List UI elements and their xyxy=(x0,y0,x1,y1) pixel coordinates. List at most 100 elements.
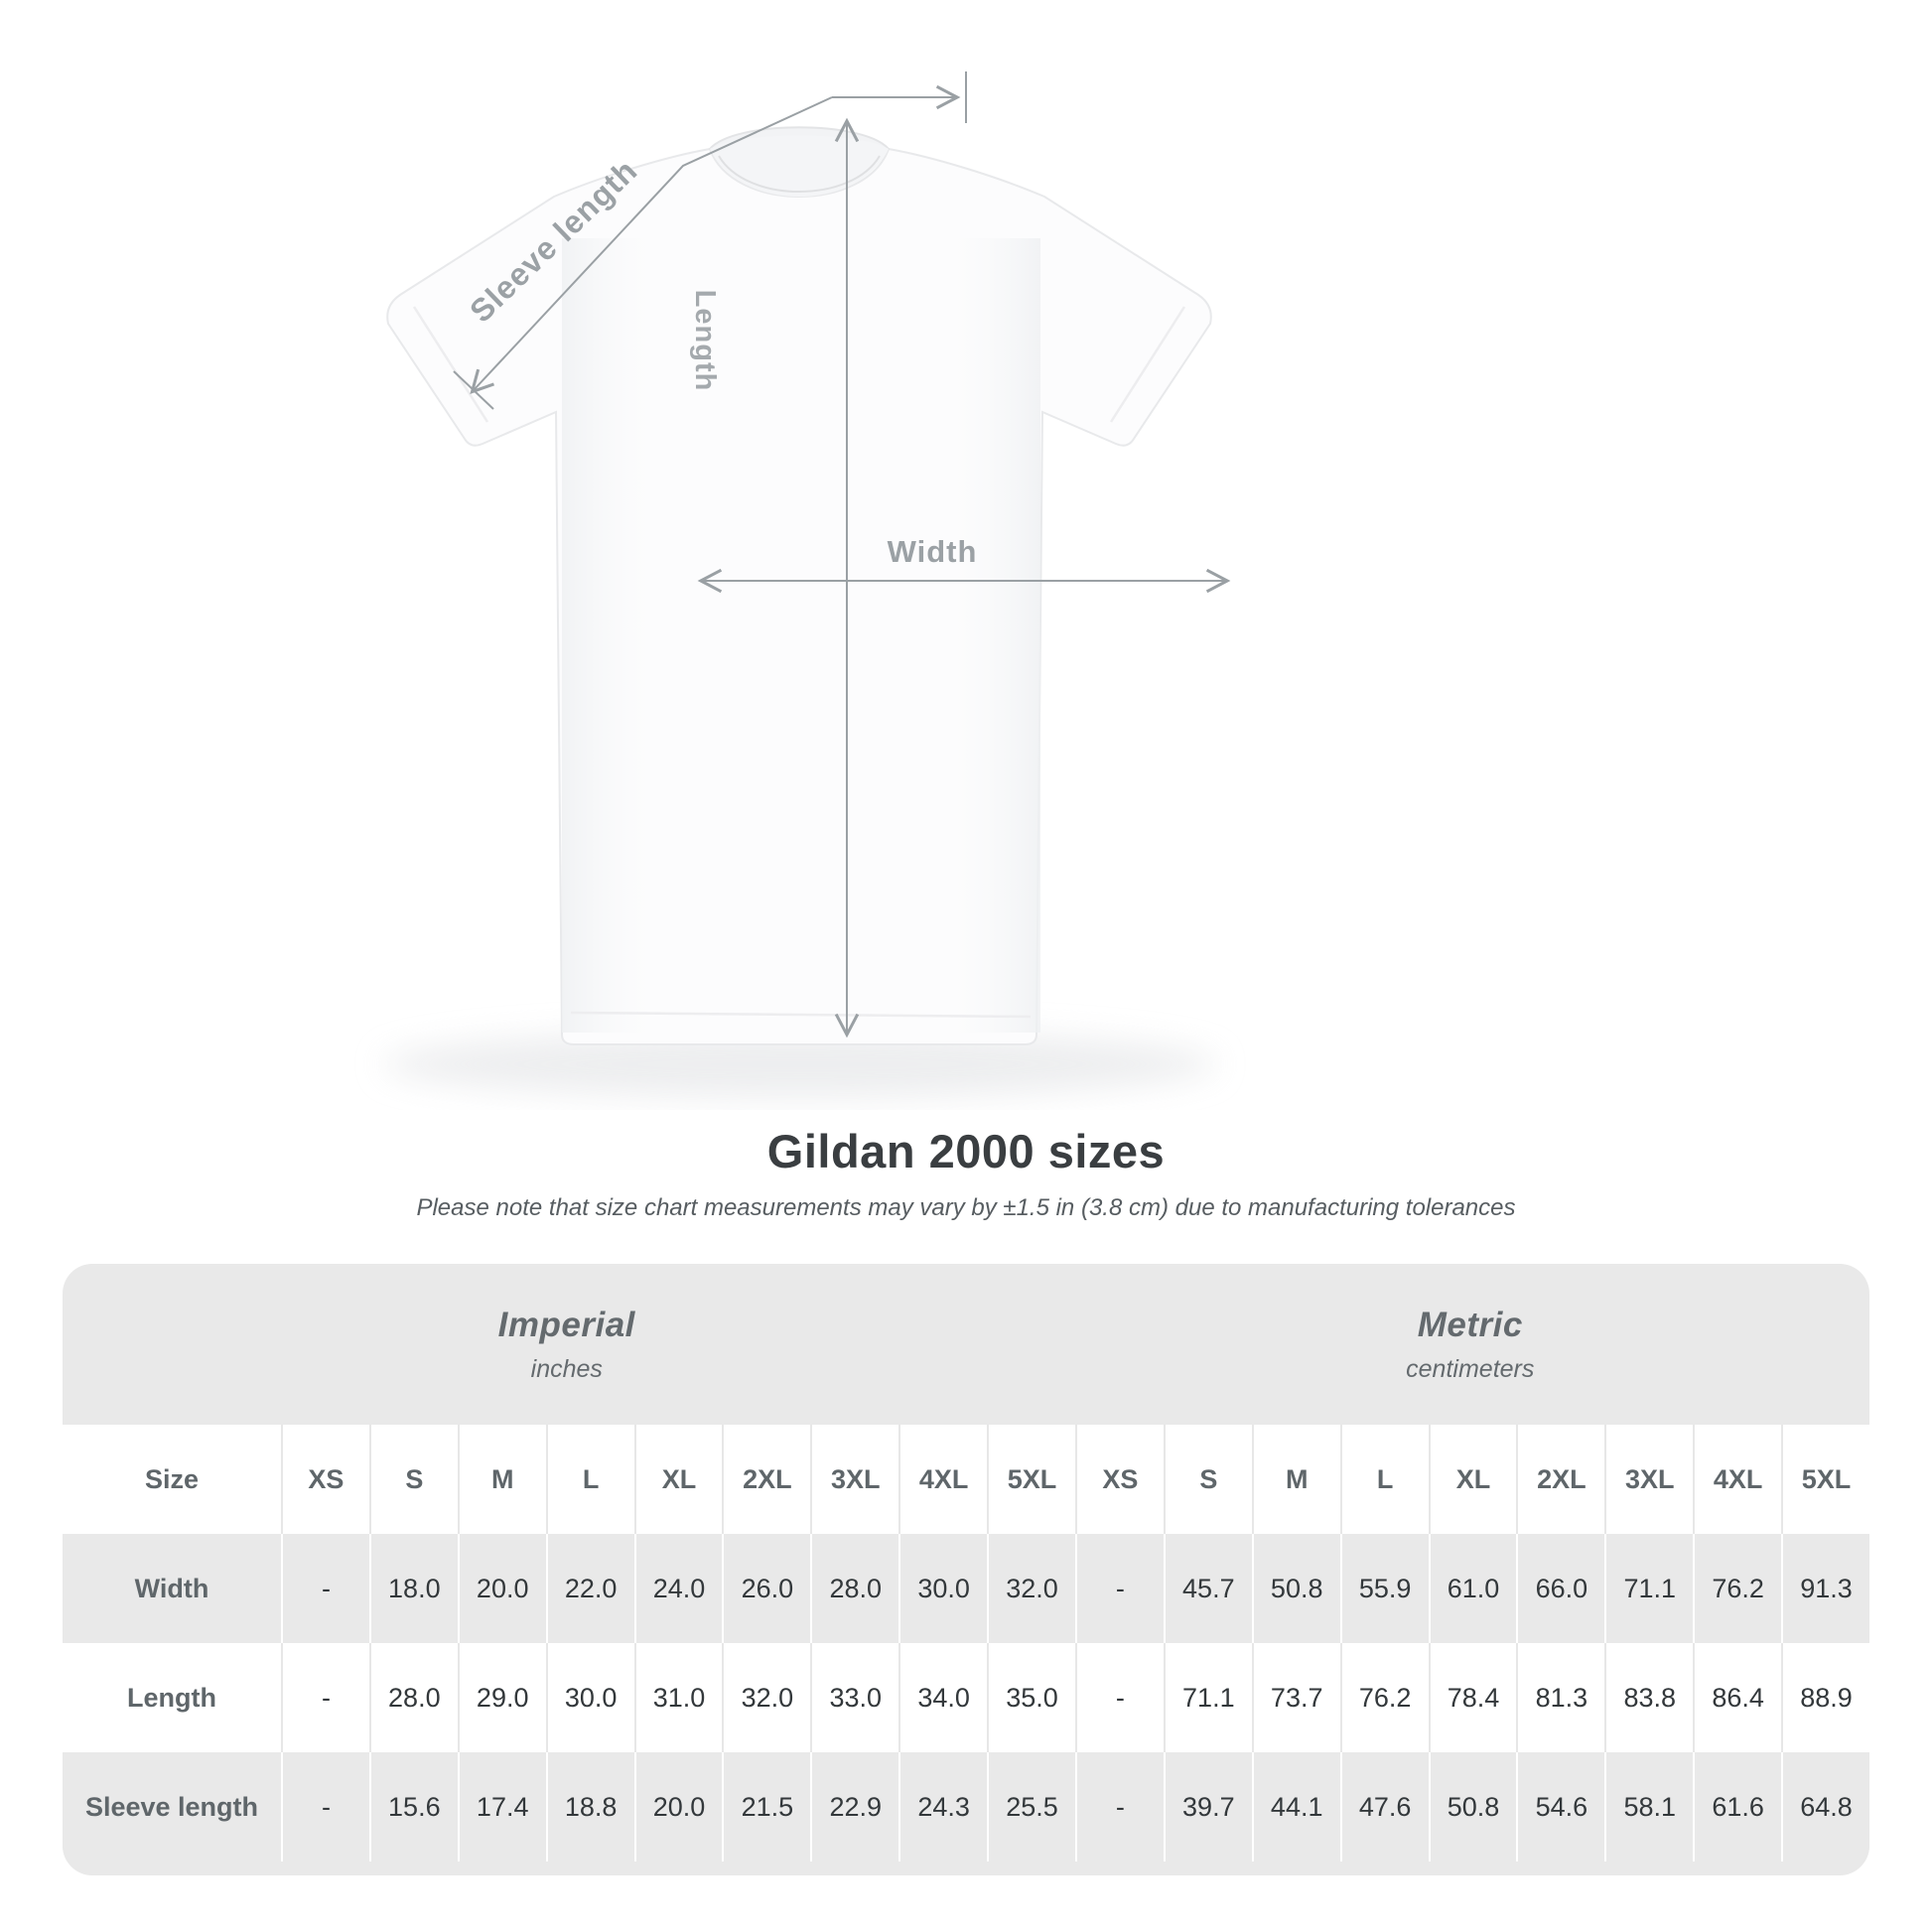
measurement-value-cell: - xyxy=(1074,1643,1164,1752)
size-table: Imperial inches Metric centimeters Size X… xyxy=(63,1264,1869,1875)
tolerance-note: Please note that size chart measurements… xyxy=(416,1194,1516,1221)
measurement-value-cell: - xyxy=(1074,1752,1164,1862)
size-column-header: 4XL xyxy=(898,1425,988,1534)
measurement-value-cell: 24.0 xyxy=(633,1534,723,1643)
measurement-value-cell: 28.0 xyxy=(368,1643,458,1752)
measurement-value-cell: 22.0 xyxy=(545,1534,634,1643)
measurement-value-cell: 45.7 xyxy=(1163,1534,1252,1643)
measurement-value-cell: 71.1 xyxy=(1604,1534,1694,1643)
measurement-value-cell: 66.0 xyxy=(1516,1534,1605,1643)
measurement-value-cell: 21.5 xyxy=(722,1752,811,1862)
size-column-header: S xyxy=(368,1425,458,1534)
measurement-value-cell: 76.2 xyxy=(1693,1534,1782,1643)
measurement-value-cell: 86.4 xyxy=(1693,1643,1782,1752)
sleeve-length-end-tick xyxy=(453,370,494,410)
measurement-value-cell: 24.3 xyxy=(898,1752,988,1862)
tshirt-shading-right xyxy=(929,238,1040,1033)
measurement-value-cell: 18.0 xyxy=(368,1534,458,1643)
width-label: Width xyxy=(888,534,978,569)
tshirt-shading-left xyxy=(562,238,675,1033)
measurement-value-cell: 61.0 xyxy=(1428,1534,1517,1643)
measurement-value-cell: 81.3 xyxy=(1516,1643,1605,1752)
measurement-value-cell: 83.8 xyxy=(1604,1643,1694,1752)
measurement-value-cell: 44.1 xyxy=(1251,1752,1340,1862)
measurement-value-cell: 30.0 xyxy=(898,1534,988,1643)
tshirt-hem-stitch xyxy=(570,1011,1032,1019)
measurement-value-cell: 22.9 xyxy=(810,1752,899,1862)
measurement-value-cell: 17.4 xyxy=(457,1752,546,1862)
measurement-value-cell: 73.7 xyxy=(1251,1643,1340,1752)
measurement-value-cell: 25.5 xyxy=(987,1752,1075,1862)
measurement-value-cell: 28.0 xyxy=(810,1534,899,1643)
size-column-header: XL xyxy=(633,1425,723,1534)
size-column-header: L xyxy=(545,1425,634,1534)
measurement-value-cell: 15.6 xyxy=(368,1752,458,1862)
size-column-header: XL xyxy=(1428,1425,1517,1534)
measurement-value-cell: 61.6 xyxy=(1693,1752,1782,1862)
measurement-value-cell: 32.0 xyxy=(722,1643,811,1752)
measurement-value-cell: 34.0 xyxy=(898,1643,988,1752)
measurement-value-cell: 29.0 xyxy=(457,1643,546,1752)
tshirt-shadow xyxy=(383,1031,1217,1098)
page-title: Gildan 2000 sizes xyxy=(766,1125,1166,1177)
tshirt-right-cuff-stitch xyxy=(1109,306,1186,423)
measurement-value-cell: 33.0 xyxy=(810,1643,899,1752)
measurement-value-cell: - xyxy=(281,1534,369,1643)
measurement-value-cell: 71.1 xyxy=(1163,1643,1252,1752)
measurement-value-cell: 35.0 xyxy=(987,1643,1075,1752)
measurement-value-cell: 54.6 xyxy=(1516,1752,1605,1862)
size-column-header: S xyxy=(1163,1425,1252,1534)
units-band: Imperial inches Metric centimeters xyxy=(63,1264,1869,1425)
measurement-value-cell: 58.1 xyxy=(1604,1752,1694,1862)
size-column-header: L xyxy=(1339,1425,1429,1534)
size-header-cell: Size xyxy=(63,1425,281,1534)
metric-unit-label: centimeters xyxy=(1406,1354,1535,1383)
size-column-header: 2XL xyxy=(722,1425,811,1534)
metric-unit-group: Metric centimeters xyxy=(1071,1264,1869,1425)
tshirt-left-cuff-stitch xyxy=(412,306,489,423)
measurement-value-cell: 39.7 xyxy=(1163,1752,1252,1862)
size-column-header: XS xyxy=(281,1425,369,1534)
imperial-unit-group: Imperial inches xyxy=(63,1264,1071,1425)
row-label: Length xyxy=(63,1643,281,1752)
row-label: Width xyxy=(63,1534,281,1643)
metric-label: Metric xyxy=(1417,1305,1523,1344)
measurement-value-cell: - xyxy=(281,1752,369,1862)
size-grid: Size XS S M L XL 2XL 3XL 4XL 5XL XS S M L XL 2XL 3XL 4XL 5… xyxy=(63,1425,1869,1862)
size-column-header: 4XL xyxy=(1693,1425,1782,1534)
tshirt-diagram-svg: Sleeve length Length Width xyxy=(383,71,1231,1098)
size-column-header: M xyxy=(457,1425,546,1534)
measurement-value-cell: 30.0 xyxy=(545,1643,634,1752)
measurement-value-cell: 20.0 xyxy=(633,1752,723,1862)
row-label: Sleeve length xyxy=(63,1752,281,1862)
size-column-header: XS xyxy=(1074,1425,1164,1534)
sleeve-length-line xyxy=(470,96,833,394)
measurement-value-cell: 20.0 xyxy=(457,1534,546,1643)
measurement-value-cell: 47.6 xyxy=(1339,1752,1429,1862)
measurement-value-cell: 18.8 xyxy=(545,1752,634,1862)
length-label: Length xyxy=(689,290,721,392)
measurement-value-cell: 26.0 xyxy=(722,1534,811,1643)
size-column-header: M xyxy=(1251,1425,1340,1534)
size-column-header: 3XL xyxy=(1604,1425,1694,1534)
measurement-value-cell: - xyxy=(281,1643,369,1752)
measurement-value-cell: 50.8 xyxy=(1251,1534,1340,1643)
size-column-header: 2XL xyxy=(1516,1425,1605,1534)
measurement-value-cell: 55.9 xyxy=(1339,1534,1429,1643)
imperial-unit-label: inches xyxy=(530,1354,603,1383)
measurement-value-cell: 76.2 xyxy=(1339,1643,1429,1752)
measurement-value-cell: - xyxy=(1074,1534,1164,1643)
tshirt-collar-seam xyxy=(718,155,881,193)
measurement-value-cell: 32.0 xyxy=(987,1534,1075,1643)
tshirt-measurement-diagram: Sleeve length Length Width xyxy=(383,71,1231,1098)
measurement-value-cell: 88.9 xyxy=(1781,1643,1869,1752)
measurement-value-cell: 50.8 xyxy=(1428,1752,1517,1862)
measurement-value-cell: 64.8 xyxy=(1781,1752,1869,1862)
size-column-header: 5XL xyxy=(987,1425,1075,1534)
measurement-value-cell: 78.4 xyxy=(1428,1643,1517,1752)
size-column-header: 3XL xyxy=(810,1425,899,1534)
measurement-value-cell: 91.3 xyxy=(1781,1534,1869,1643)
measurement-value-cell: 31.0 xyxy=(633,1643,723,1752)
imperial-label: Imperial xyxy=(497,1305,635,1344)
